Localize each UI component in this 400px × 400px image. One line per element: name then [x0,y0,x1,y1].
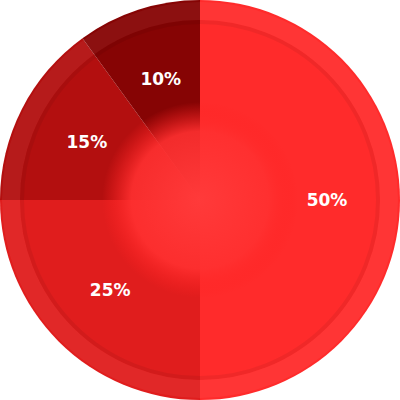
decor-ring [11,11,389,389]
decor-ring [22,22,378,378]
pie-group: 50% 25% 15% 10% [0,0,400,400]
data-label: 50% [307,190,348,210]
data-label: 10% [140,69,181,89]
chart-svg: 50% 25% 15% 10% [0,0,400,400]
data-label: 15% [66,132,107,152]
center-glow [102,102,298,298]
data-label: 25% [90,280,131,300]
